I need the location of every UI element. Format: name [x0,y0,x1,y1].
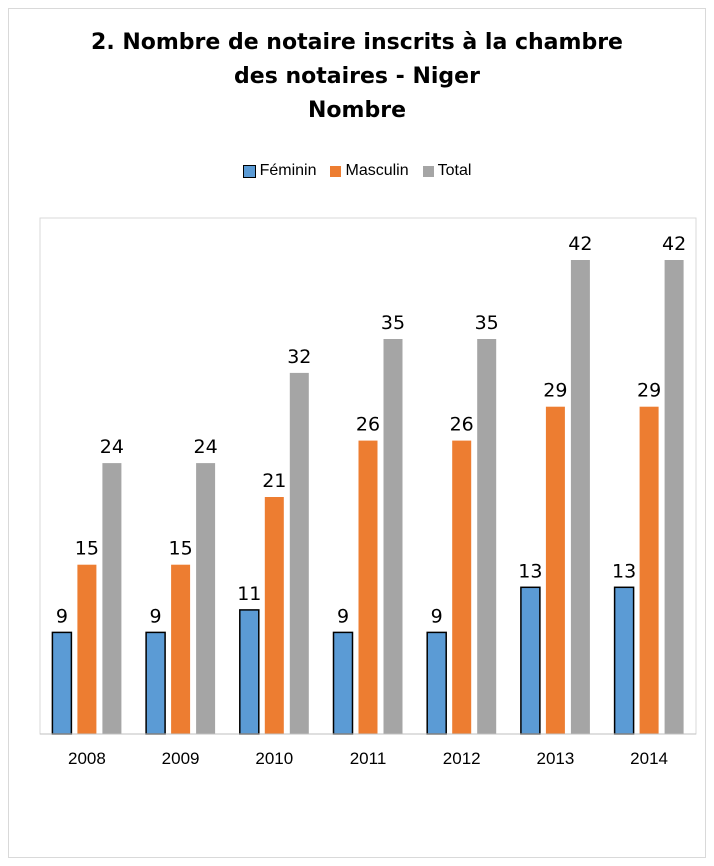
data-label-total-2009: 24 [194,436,218,458]
data-label-total-2011: 35 [381,312,405,334]
bar-fminin-2013 [520,586,541,735]
legend-item-total: Total [422,162,472,180]
bar-fminin-2011 [332,631,354,735]
x-tick-label-2009: 2009 [162,749,200,768]
bar-fminin-2009 [145,631,166,735]
data-label-fminin-2011: 9 [337,605,349,627]
x-tick-label-2011: 2011 [350,749,387,768]
data-label-masculin-2009: 15 [169,538,193,560]
data-label-total-2012: 35 [475,312,499,334]
bar-masculin-2011 [358,440,378,734]
data-label-fminin-2014: 13 [612,560,636,582]
data-label-masculin-2014: 29 [637,380,661,402]
data-label-fminin-2008: 9 [56,605,68,627]
x-tick-labels: 2008 2009 2010 2011 2012 2013 2014 [68,749,668,768]
bar-masculin-2013 [545,406,565,734]
legend-swatch-total [422,165,434,177]
bar-masculin-2010 [264,497,284,734]
legend-label-total: Total [437,162,472,179]
bar-masculin-2012 [452,440,472,734]
data-label-masculin-2010: 21 [262,470,286,492]
data-label-total-2008: 24 [100,436,124,458]
data-label-fminin-2013: 13 [518,560,542,582]
chart-title: 2. Nombre de notaire inscrits à la chamb… [0,26,714,128]
bar-masculin-2009 [171,564,191,734]
legend-swatch-feminin [242,164,256,178]
data-label-total-2010: 32 [287,346,311,368]
legend-label-masculin: Masculin [345,162,409,179]
x-tick-label-2010: 2010 [255,749,293,768]
chart-title-line-2: des notaires - Niger [234,64,480,89]
x-tick-label-2013: 2013 [536,749,574,768]
data-label-fminin-2009: 9 [150,605,162,627]
legend-item-masculin: Masculin [330,162,409,180]
data-label-fminin-2010: 11 [237,583,261,605]
bar-fminin-2012 [426,631,447,735]
data-label-total-2013: 42 [568,233,592,255]
bar-total-2012 [477,339,497,734]
bars-group: 9 15 24 9 15 24 11 21 32 9 26 35 9 26 35 13 29 42 13 29 42 [51,233,686,735]
data-label-masculin-2008: 15 [75,538,99,560]
x-tick-label-2008: 2008 [68,749,106,768]
bar-fminin-2010 [239,609,260,735]
bar-total-2010 [289,372,309,734]
bar-fminin-2014 [613,586,635,735]
chart-title-line-1: 2. Nombre de notaire inscrits à la chamb… [91,30,623,55]
bar-total-2013 [570,260,590,734]
bar-fminin-2008 [51,631,73,735]
bar-masculin-2008 [77,564,97,734]
chart-title-line-3: Nombre [308,98,406,123]
legend-item-feminin: Féminin [242,162,317,180]
data-label-total-2014: 42 [662,233,686,255]
data-label-fminin-2012: 9 [431,605,443,627]
legend-label-feminin: Féminin [259,162,317,179]
x-tick-label-2012: 2012 [443,749,481,768]
legend-swatch-masculin [330,165,342,177]
chart-legend: Féminin Masculin Total [0,162,714,180]
bar-total-2008 [102,463,122,734]
bar-total-2011 [383,339,403,734]
bar-total-2009 [196,463,216,734]
data-label-masculin-2013: 29 [543,380,567,402]
bar-total-2014 [664,260,684,734]
data-label-masculin-2011: 26 [356,414,380,436]
data-label-masculin-2012: 26 [450,414,474,436]
bar-masculin-2014 [639,406,659,734]
x-tick-label-2014: 2014 [630,749,668,768]
